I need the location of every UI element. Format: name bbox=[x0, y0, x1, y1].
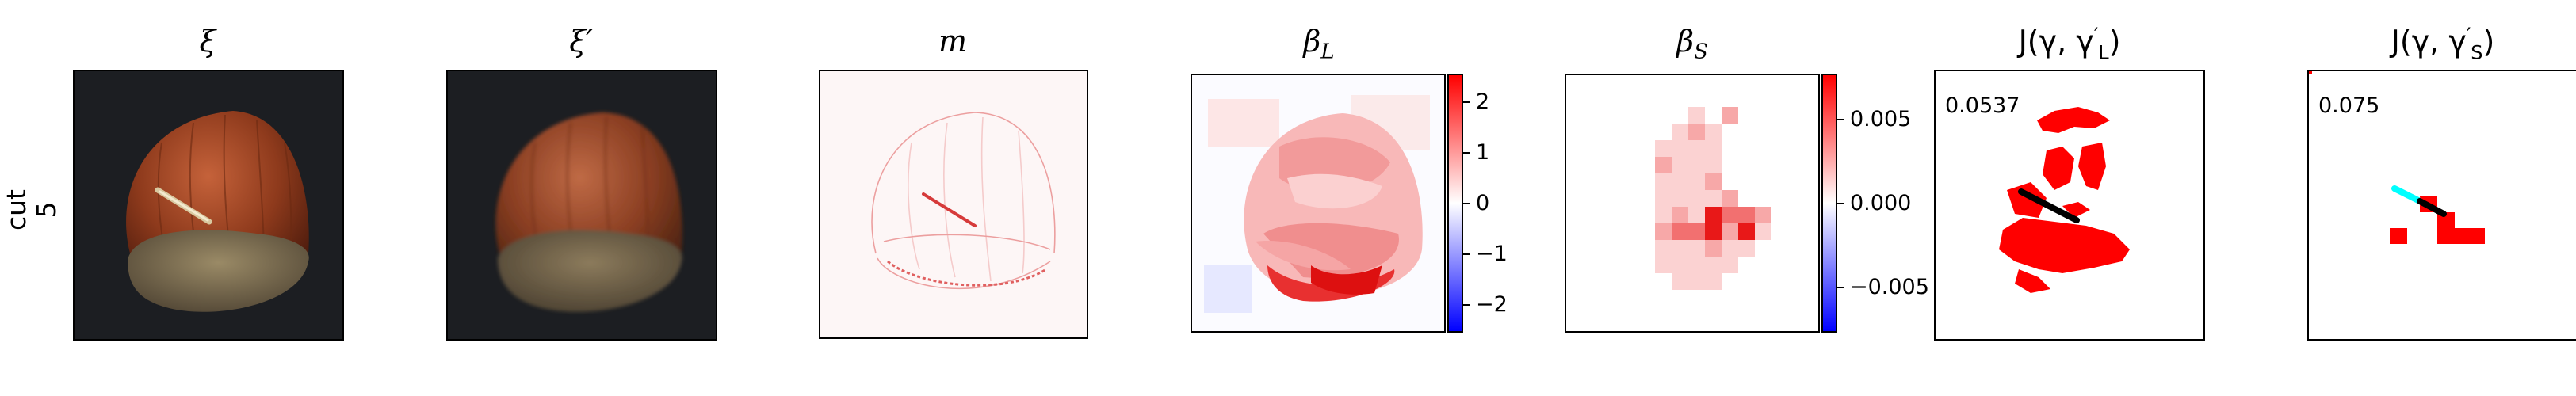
heatmap-cell bbox=[1722, 190, 1738, 207]
heatmap-cell bbox=[1655, 207, 1672, 223]
heatmap-cell bbox=[1705, 157, 1722, 173]
heatmap-cell bbox=[1688, 190, 1705, 207]
heatmap-cell bbox=[1705, 190, 1722, 207]
heatmap-cell bbox=[1705, 207, 1722, 223]
heatmap-cell bbox=[1755, 223, 1771, 240]
panel-title-beta-s: βS bbox=[1676, 24, 1708, 64]
panel-title-xi: ξ bbox=[199, 24, 216, 59]
heatmap-cell bbox=[1755, 207, 1771, 223]
segmentation-small bbox=[2307, 70, 2576, 341]
heatmap-cell bbox=[1705, 257, 1722, 273]
heatmap-cell bbox=[1688, 173, 1705, 190]
panel-title-beta-l: βL bbox=[1303, 24, 1335, 64]
heatmap-cell bbox=[1655, 173, 1672, 190]
heatmap-beta-s bbox=[1565, 74, 1820, 333]
heatmap-cell bbox=[1655, 140, 1672, 157]
heatmap-cell bbox=[1655, 223, 1672, 240]
heatmap-cell bbox=[1655, 257, 1672, 273]
heatmap-cell bbox=[1705, 173, 1722, 190]
colorbar-beta-l-tick: 2 bbox=[1476, 89, 1490, 114]
colorbar-beta-s-tick: 0.000 bbox=[1850, 191, 1912, 215]
heatmap-cell bbox=[1672, 190, 1688, 207]
heatmap-cell bbox=[1688, 240, 1705, 257]
heatmap-cell bbox=[1672, 240, 1688, 257]
panel-title-j-large: J(γ, γ′L) bbox=[2018, 24, 2121, 64]
heatmap-cell bbox=[1672, 223, 1688, 240]
heatmap-cell bbox=[1672, 207, 1688, 223]
heatmap-cell bbox=[1688, 107, 1705, 124]
heatmap-cell bbox=[1688, 124, 1705, 140]
heatmap-cell bbox=[1722, 223, 1738, 240]
heatmap-cell bbox=[1688, 223, 1705, 240]
colorbar-beta-l-tick: 1 bbox=[1476, 140, 1490, 165]
heatmap-cell bbox=[1722, 240, 1738, 257]
heatmap-cell bbox=[1688, 157, 1705, 173]
panel-title-m: m bbox=[938, 24, 968, 59]
panel-title-j-small: J(γ, γ′S) bbox=[2391, 24, 2495, 64]
heatmap-cell bbox=[1672, 273, 1688, 290]
image-xi bbox=[73, 70, 344, 341]
heatmap-cell bbox=[1705, 223, 1722, 240]
heatmap-cell bbox=[1738, 240, 1755, 257]
heatmap-cell bbox=[1655, 157, 1672, 173]
heatmap-cell bbox=[1672, 140, 1688, 157]
colorbar-beta-s bbox=[1821, 74, 1837, 333]
colorbar-beta-s-tick: −0.005 bbox=[1850, 275, 1929, 299]
score-large: 0.0537 bbox=[1945, 93, 2020, 118]
heatmap-cell bbox=[1688, 140, 1705, 157]
row-label: cut 5 bbox=[0, 0, 63, 396]
heatmap-cell bbox=[1655, 240, 1672, 257]
heatmap-cell bbox=[1722, 257, 1738, 273]
heatmap-cell bbox=[1672, 257, 1688, 273]
heatmap-beta-l bbox=[1191, 74, 1446, 333]
image-xi-prime bbox=[446, 70, 717, 341]
heatmap-cell bbox=[1688, 273, 1705, 290]
row-label-line2: 5 bbox=[31, 201, 62, 219]
heatmap-cell bbox=[1672, 173, 1688, 190]
colorbar-beta-l-tick: −1 bbox=[1476, 242, 1508, 266]
heatmap-cell bbox=[1655, 190, 1672, 207]
heatmap-cell bbox=[1738, 207, 1755, 223]
heatmap-cell bbox=[1672, 124, 1688, 140]
segmentation-large bbox=[1934, 70, 2205, 341]
row-label-line1: cut bbox=[1, 189, 32, 230]
colorbar-beta-l bbox=[1447, 74, 1463, 333]
image-m bbox=[819, 70, 1088, 339]
heatmap-cell bbox=[1705, 140, 1722, 157]
colorbar-beta-l-tick: 0 bbox=[1476, 191, 1490, 215]
heatmap-cell bbox=[1705, 273, 1722, 290]
heatmap-cell bbox=[1738, 223, 1755, 240]
heatmap-cell bbox=[1672, 157, 1688, 173]
panel-title-xi-prime: ξ′ bbox=[569, 24, 593, 59]
heatmap-cell bbox=[1722, 207, 1738, 223]
heatmap-cell bbox=[1705, 124, 1722, 140]
heatmap-cell bbox=[1688, 257, 1705, 273]
score-small: 0.075 bbox=[2318, 93, 2380, 118]
heatmap-cell bbox=[1705, 240, 1722, 257]
heatmap-cell bbox=[1722, 107, 1738, 124]
colorbar-beta-l-tick: −2 bbox=[1476, 292, 1508, 317]
heatmap-cell bbox=[1688, 207, 1705, 223]
colorbar-beta-s-tick: 0.005 bbox=[1850, 107, 1912, 131]
